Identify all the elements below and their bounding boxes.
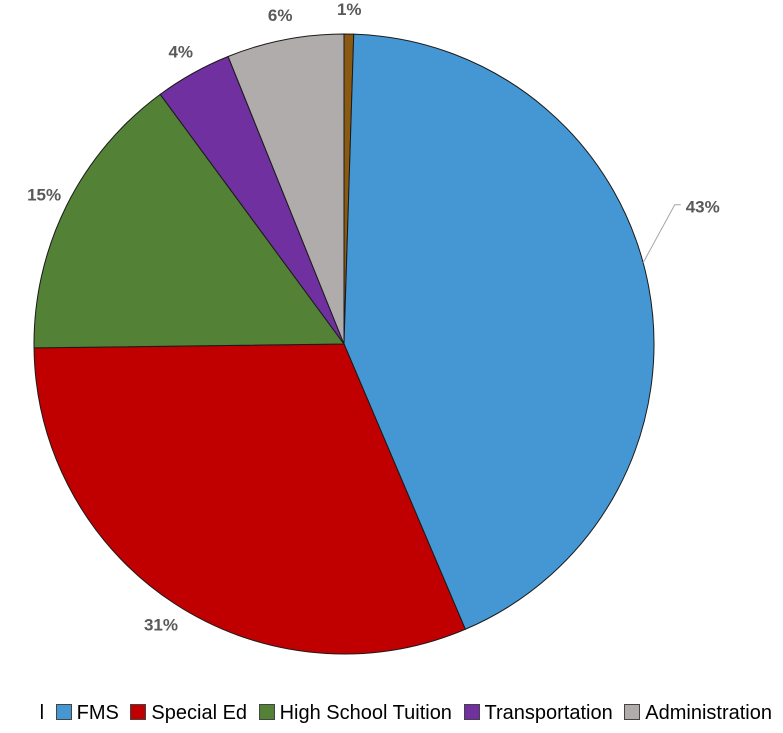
legend-item-fms: FMS bbox=[55, 700, 119, 726]
legend-label: Special Ed bbox=[151, 702, 248, 724]
chart-legend: l FMS Special Ed High School Tuition Tra… bbox=[0, 700, 783, 733]
data-label-cultural: 1% bbox=[337, 0, 362, 19]
pie-data-labels: 1% 43% 31% 15% 4% 6% bbox=[27, 0, 720, 635]
data-label-high-school-tuition: 15% bbox=[27, 186, 61, 205]
data-label-fms: 43% bbox=[686, 198, 720, 217]
leader-lines bbox=[642, 204, 681, 263]
data-label-transportation: 4% bbox=[168, 42, 193, 61]
legend-swatch bbox=[130, 704, 147, 720]
legend-item-high-school-tuition: High School Tuition bbox=[258, 700, 452, 726]
data-label-special-ed: 31% bbox=[144, 616, 178, 635]
legend-item-special-ed: Special Ed bbox=[130, 700, 247, 726]
pie-slice-high-school-tuition bbox=[33, 93, 345, 349]
pie-slice-administration bbox=[227, 33, 345, 345]
legend-track: l FMS Special Ed High School Tuition Tra… bbox=[34, 700, 772, 726]
legend-item-transportation: Transportation bbox=[463, 700, 613, 726]
legend-label: FMS bbox=[76, 702, 119, 724]
legend-swatch bbox=[258, 704, 275, 720]
legend-label: High School Tuition bbox=[279, 702, 452, 724]
legend-label: Administration bbox=[645, 702, 772, 724]
data-label-administration: 6% bbox=[268, 6, 293, 25]
legend-item-administration: Administration bbox=[624, 700, 772, 726]
pie-slice-fms bbox=[343, 33, 655, 630]
legend-swatch bbox=[624, 704, 641, 720]
legend-label: Transportation bbox=[484, 702, 613, 724]
pie-slice-special-ed bbox=[33, 343, 466, 655]
leader-line-fms bbox=[642, 204, 681, 263]
legend-swatch bbox=[463, 704, 480, 720]
legend-item-cultural: l bbox=[40, 700, 44, 726]
legend-label: l bbox=[39, 702, 45, 724]
legend-swatch bbox=[55, 704, 72, 720]
pie-slices bbox=[33, 33, 655, 655]
